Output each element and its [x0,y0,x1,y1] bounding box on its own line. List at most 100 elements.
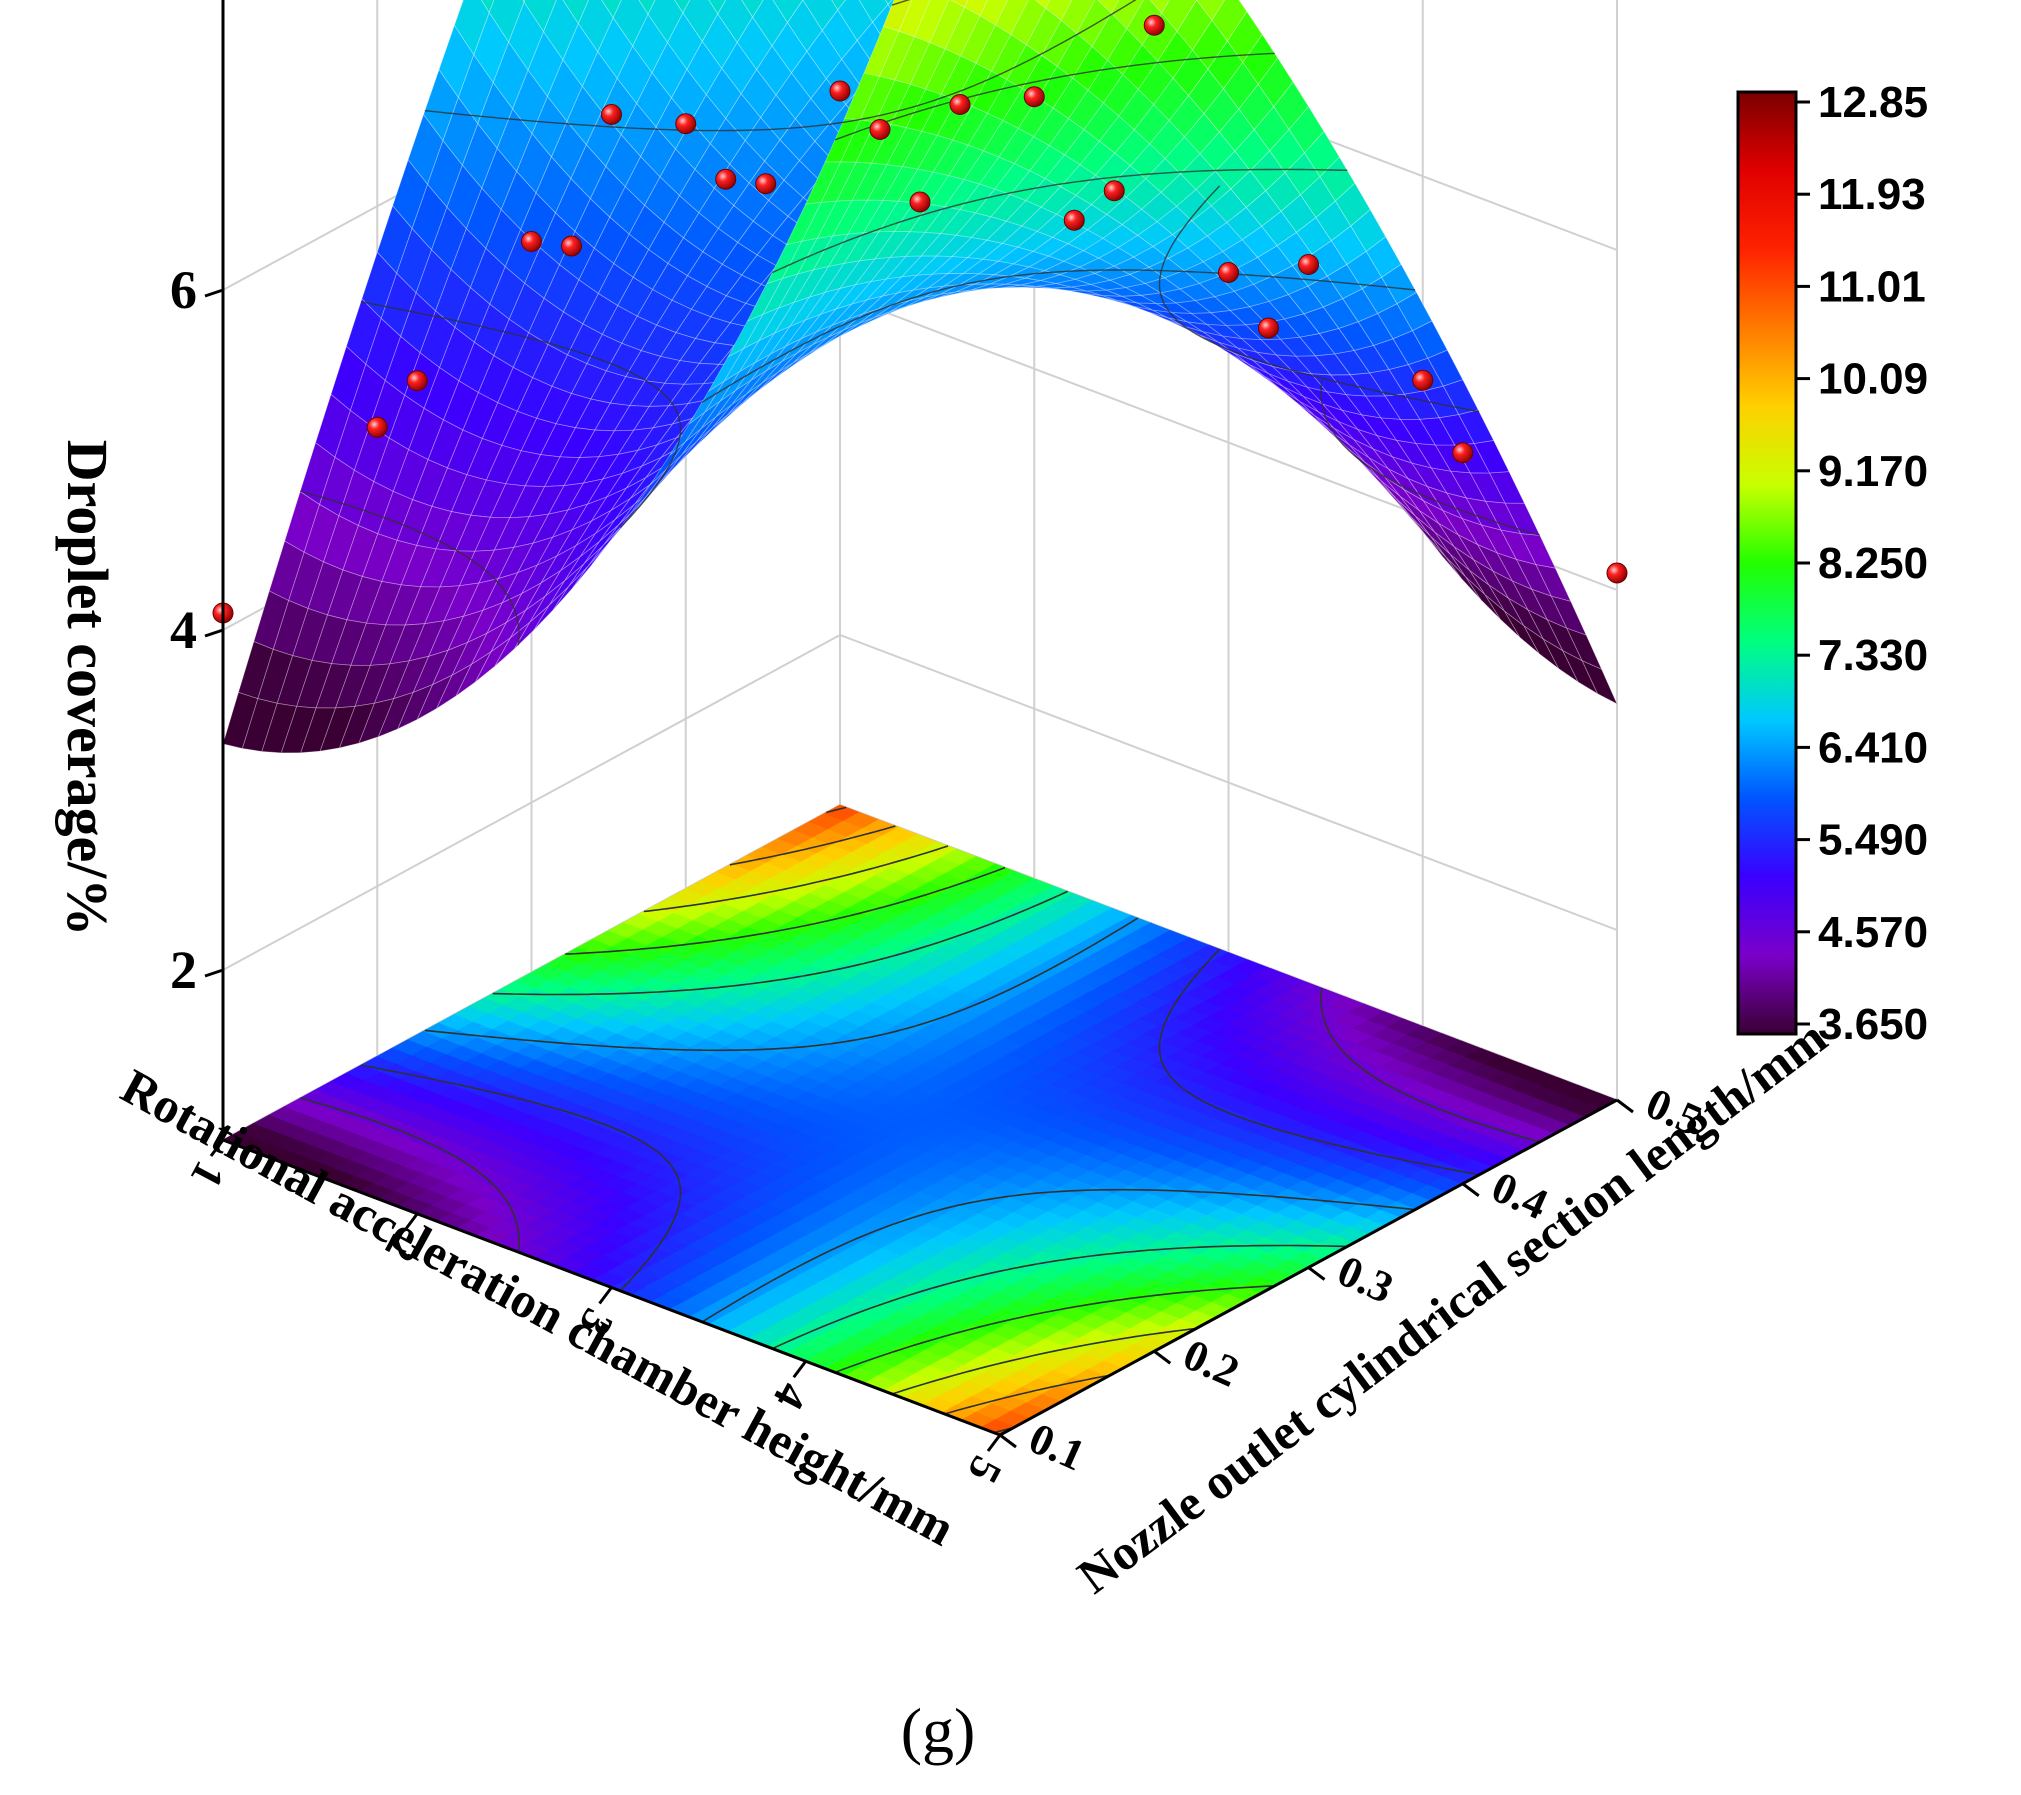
x-tick [209,1139,225,1157]
floor-contour-line [826,806,1014,1434]
data-point [601,104,622,125]
data-point [869,119,891,140]
data-point [1258,317,1279,339]
y-tick [999,1433,1017,1449]
colorbar-tick-label: 11.93 [1818,170,1926,219]
surface-cell [1288,105,1325,154]
data-point [755,173,777,195]
surface-cell [994,0,1029,35]
surface-cell [1519,533,1556,569]
colorbar-tick-label: 12.85 [1818,78,1928,127]
surface-cell [708,0,727,15]
x-tick [792,1360,807,1379]
floor-contour-line [729,825,1111,1415]
z-tick-label: 6 [170,260,197,320]
data-point [1298,254,1319,275]
surface-cell [1411,320,1448,359]
colorbar-tick-label: 9.170 [1818,447,1928,496]
data-point [715,168,737,190]
surface-cell [1196,0,1225,21]
y-tick [1616,1098,1634,1114]
surface-cell [1458,409,1495,444]
data-point [406,370,428,392]
surface-cell [964,0,988,17]
surface-cell [1442,379,1479,415]
surface-cell [898,0,931,37]
floor-contour-line [300,987,1540,1253]
y-tick-label: 0.3 [1330,1246,1400,1313]
surface-cell [562,0,590,25]
data-point [909,191,931,213]
y-tick [1153,1350,1172,1365]
data-point [1218,262,1239,283]
surface-contour-line [300,380,1540,646]
colorbar-tick-label: 3.650 [1818,1000,1928,1049]
surface-cell [1060,0,1096,34]
y-tick-label: 0.1 [1022,1413,1092,1480]
floor-contour-line [360,948,1480,1292]
surface-contour-line [772,168,1348,274]
data-point [1606,562,1628,584]
surface-cell [1097,0,1120,14]
data-point [1103,180,1125,202]
surface-cell [950,0,969,8]
floor-contour-line [643,845,1197,1395]
surface-cell [1161,0,1197,32]
data-points [212,14,1628,624]
colorbar-tick-label: 4.570 [1818,908,1928,957]
panel-label: (g) [901,1695,976,1766]
surface-cell [1303,130,1340,178]
data-point [1063,209,1085,231]
colorbar-tick-label: 5.490 [1818,816,1928,865]
surface-cell [1149,0,1170,14]
surface-cell [831,0,846,11]
surface-cell [1427,349,1464,387]
y-tick [1307,1266,1326,1281]
surface-cell [522,0,526,4]
surface-cell [1504,502,1541,536]
surface-cell [741,0,764,18]
data-point [1412,369,1434,391]
surface-cell [1110,0,1145,30]
data-point [1023,86,1045,108]
surface-cell [1381,263,1418,305]
surface-cell [1488,471,1526,504]
surface-cell [1257,57,1294,108]
surface-cell [913,0,950,43]
colorbar-tick-label: 8.250 [1818,539,1928,588]
colorbar-tick-label: 6.410 [1818,723,1928,772]
surface-cell [1211,0,1248,42]
data-point [1452,442,1474,464]
z-tick-label: 4 [170,600,197,660]
floor-contour-line [565,866,1275,1374]
surface-contour-line [360,185,1480,529]
surface-cell [1535,563,1572,602]
data-point [561,235,582,257]
surface-cell [1334,182,1371,227]
colorbar: 12.85 11.93 11.01 10.09 9.170 8.250 7.330 6.410… [1736,78,1928,1049]
response-surface [222,0,1618,754]
z-axis-label: Droplet coverage/% [55,440,120,937]
colorbar-tick-label: 11.01 [1818,262,1926,311]
data-point [1143,14,1165,36]
surface-cell [1034,0,1051,9]
y-tick [1461,1182,1480,1197]
surface-cell [979,0,1008,26]
floor-contour-line [492,890,1348,1350]
data-point [829,80,851,102]
x-tick [404,1212,419,1231]
data-point [366,416,388,438]
y-tick-label: 0.2 [1176,1330,1246,1397]
surface-cell [1365,236,1402,278]
surface-cell [1045,0,1073,21]
x-tick [986,1434,1002,1452]
data-point [949,94,971,115]
surface-cell [523,0,557,33]
surface-cell [882,0,913,32]
colorbar-tick-label: 10.09 [1818,355,1928,404]
z-tick [204,628,224,638]
z-tick [204,288,224,298]
surface-cell [601,0,622,19]
z-tick [204,968,224,978]
